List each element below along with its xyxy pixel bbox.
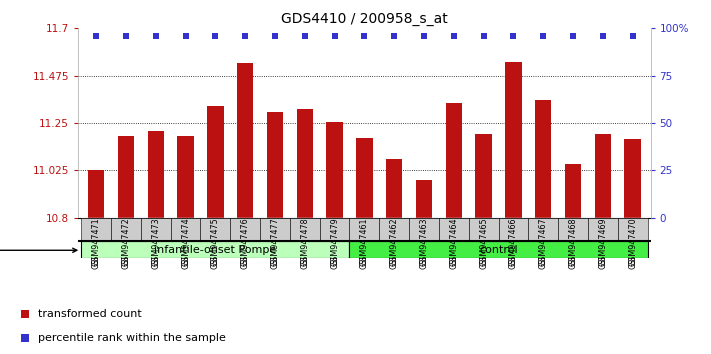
Bar [476,133,492,218]
Bar [118,136,134,218]
Bar [588,218,618,241]
Bar [296,109,313,218]
Bar [207,106,223,218]
Text: GSM947472: GSM947472 [122,218,130,267]
Text: GSM947470: GSM947470 [629,218,637,266]
Bar [498,218,528,241]
Text: GSM947467: GSM947467 [539,218,547,266]
Bar [558,218,588,241]
Bar [409,218,439,241]
Bar [469,218,498,241]
Text: transformed count: transformed count [38,308,141,319]
Bar [267,113,283,218]
Bar [81,241,350,258]
Text: GSM947473: GSM947473 [151,218,160,266]
Text: percentile rank within the sample: percentile rank within the sample [38,333,225,343]
Bar [528,218,558,241]
Bar [618,218,648,241]
Bar [260,218,290,241]
Text: GSM947462: GSM947462 [390,218,399,266]
Text: GSM947464: GSM947464 [449,218,459,266]
Bar [141,218,171,241]
Bar [147,131,164,218]
Bar [171,218,201,241]
Bar [111,218,141,241]
Bar [624,139,641,218]
Bar [356,138,373,218]
Text: GSM947469: GSM947469 [599,218,607,266]
Bar [350,218,379,241]
Bar [379,218,409,241]
Text: GSM947475: GSM947475 [211,218,220,267]
Bar [439,218,469,241]
Bar [326,122,343,218]
Bar [81,218,111,241]
Text: infantile-onset Pompe: infantile-onset Pompe [154,245,277,255]
Bar [565,164,582,218]
Text: GSM947468: GSM947468 [569,218,577,266]
Text: GSM947476: GSM947476 [240,218,250,266]
Bar [416,180,432,218]
Text: GSM947479: GSM947479 [330,218,339,267]
Bar [386,159,402,218]
Bar [506,62,522,218]
Text: GSM947461: GSM947461 [360,218,369,266]
Text: GSM947474: GSM947474 [181,218,190,266]
Bar [177,136,193,218]
Text: GSM947463: GSM947463 [419,218,429,266]
Bar [446,103,462,218]
Text: disease state: disease state [0,245,77,255]
Bar [230,218,260,241]
Bar [290,218,320,241]
Bar [237,63,253,218]
Bar [594,133,611,218]
Text: GSM947465: GSM947465 [479,218,488,266]
Text: GSM947478: GSM947478 [300,218,309,266]
Title: GDS4410 / 200958_s_at: GDS4410 / 200958_s_at [281,12,448,26]
Bar [535,100,552,218]
Bar [320,218,350,241]
Text: control: control [479,245,518,255]
Text: GSM947466: GSM947466 [509,218,518,266]
Bar [88,170,105,218]
Text: GSM947477: GSM947477 [270,218,279,267]
Text: GSM947471: GSM947471 [92,218,100,266]
Bar [350,241,648,258]
Bar [201,218,230,241]
